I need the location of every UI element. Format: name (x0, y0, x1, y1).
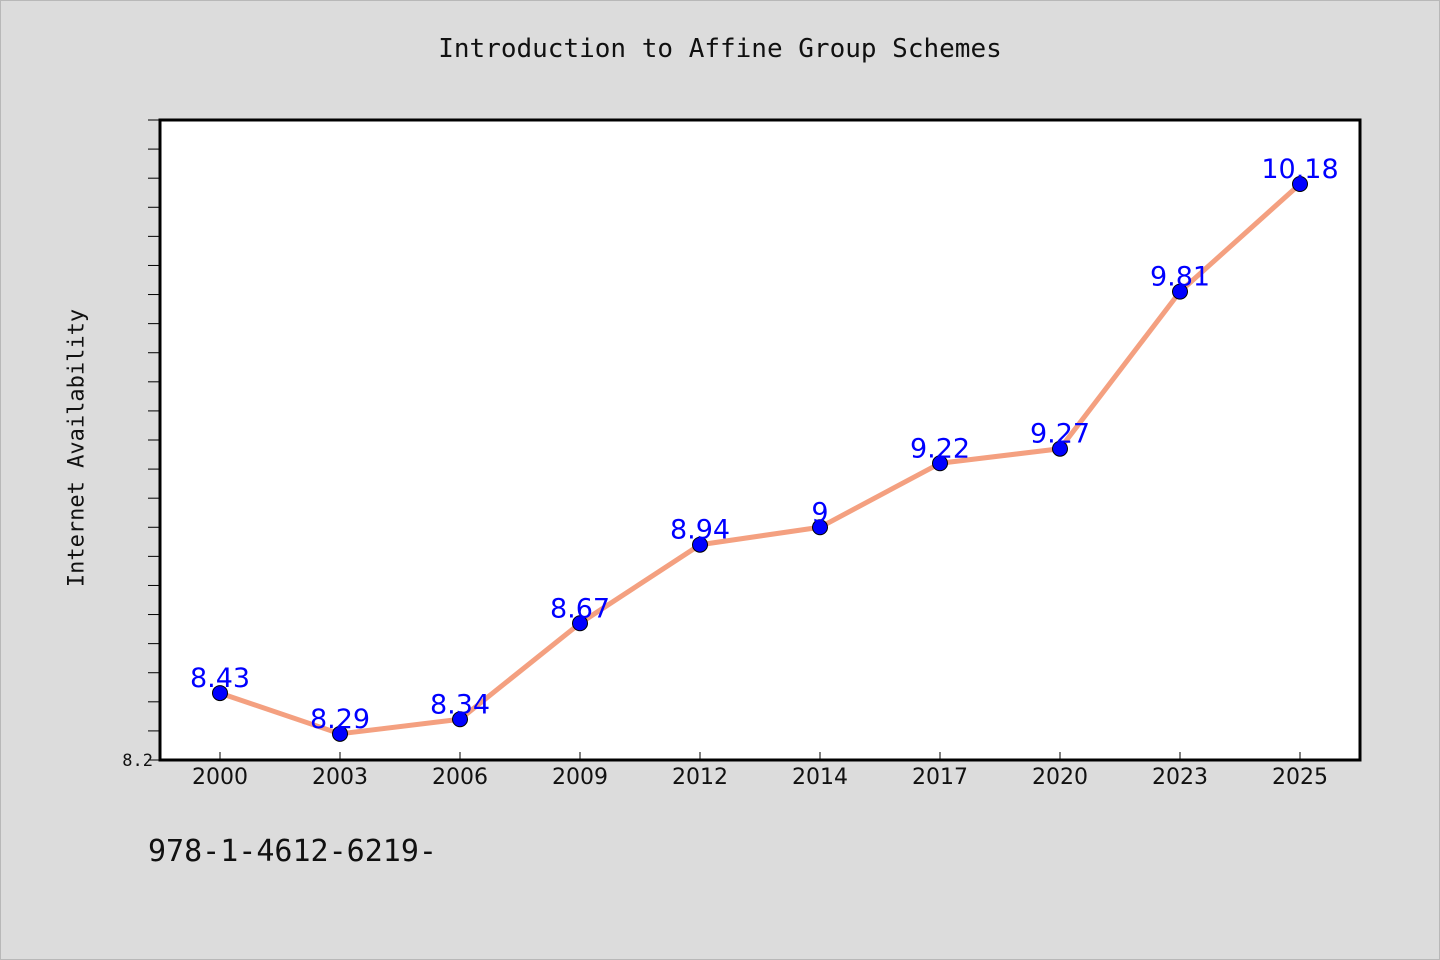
data-label: 8.43 (190, 663, 250, 694)
chart-title: Introduction to Affine Group Schemes (438, 34, 1002, 64)
y-tick-label: 8.2 (122, 751, 153, 771)
data-point (932, 455, 948, 472)
data-label: 8.94 (670, 515, 730, 546)
data-point (1052, 440, 1068, 457)
data-label: 9.81 (1150, 262, 1210, 293)
data-points (212, 176, 1308, 742)
x-axis-ticks: 2000 2003 2006 2009 2012 2014 2017 2020 2023 2025 (192, 752, 1328, 790)
series-line (217, 181, 1303, 737)
x-tick-label: 2023 (1152, 765, 1208, 790)
data-label: 8.34 (430, 689, 490, 720)
data-label: 10.18 (1261, 154, 1338, 185)
data-point (1172, 283, 1188, 300)
x-tick-label: 2012 (672, 765, 728, 790)
data-label: 9.22 (910, 433, 970, 464)
x-tick-label: 2020 (1032, 765, 1088, 790)
data-point (452, 711, 468, 728)
data-label: 9.27 (1030, 419, 1090, 450)
x-tick-label: 2003 (312, 765, 368, 790)
data-label: 8.29 (310, 704, 370, 735)
x-tick-label: 2006 (432, 765, 488, 790)
data-point (812, 519, 828, 536)
data-point (212, 685, 228, 702)
x-tick-label: 2017 (912, 765, 968, 790)
footer-text: 978-1-4612-6219- (148, 834, 437, 869)
x-tick-label: 2014 (792, 765, 848, 790)
plot-area (158, 118, 1362, 762)
data-label: 9 (811, 497, 828, 528)
y-axis-ticks (148, 119, 160, 761)
data-point (692, 536, 708, 553)
x-tick-label: 2000 (192, 765, 248, 790)
x-tick-label: 2025 (1272, 765, 1328, 790)
x-tick-label: 2009 (552, 765, 608, 790)
data-point (572, 615, 588, 632)
data-point (332, 725, 348, 742)
data-label: 8.67 (550, 593, 610, 624)
data-point (1292, 176, 1308, 192)
data-labels: 8.43 8.29 8.34 8.67 8.94 9 9.22 9.27 9.81 10.18 (190, 154, 1339, 735)
